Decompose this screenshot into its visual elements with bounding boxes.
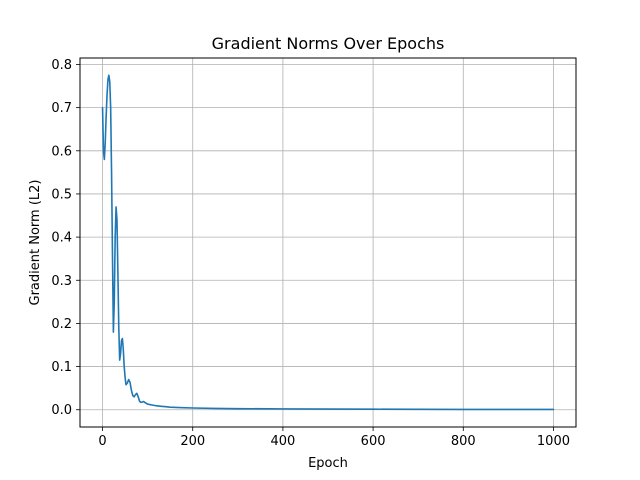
x-tick-label: 600: [361, 434, 386, 449]
y-tick-label: 0.7: [51, 101, 72, 116]
y-tick-label: 0.3: [51, 274, 72, 289]
x-tick-label: 800: [451, 434, 476, 449]
chart-title: Gradient Norms Over Epochs: [212, 34, 445, 53]
y-axis-label: Gradient Norm (L2): [28, 180, 43, 306]
y-tick-label: 0.6: [51, 144, 72, 159]
grid: [80, 58, 576, 427]
x-axis-label: Epoch: [308, 456, 348, 471]
y-tick-label: 0.5: [51, 187, 72, 202]
y-axis-ticks: 0.0 0.1 0.2 0.3 0.4 0.5 0.6 0.7 0.8: [51, 58, 80, 418]
x-tick-label: 200: [180, 434, 205, 449]
plot-frame: [79, 57, 577, 428]
x-tick-label: 1000: [537, 434, 570, 449]
series-layer: [101, 74, 555, 411]
x-axis-ticks: 0 200 400 600 800 1000: [98, 427, 570, 449]
y-tick-label: 0.2: [51, 317, 72, 332]
x-tick-label: 0: [98, 434, 106, 449]
y-tick-label: 0.8: [51, 58, 72, 73]
y-tick-label: 0.1: [51, 360, 72, 375]
y-tick-label: 0.0: [51, 403, 72, 418]
x-tick-label: 400: [270, 434, 295, 449]
y-tick-label: 0.4: [51, 231, 72, 246]
series-line-0: [101, 74, 555, 411]
